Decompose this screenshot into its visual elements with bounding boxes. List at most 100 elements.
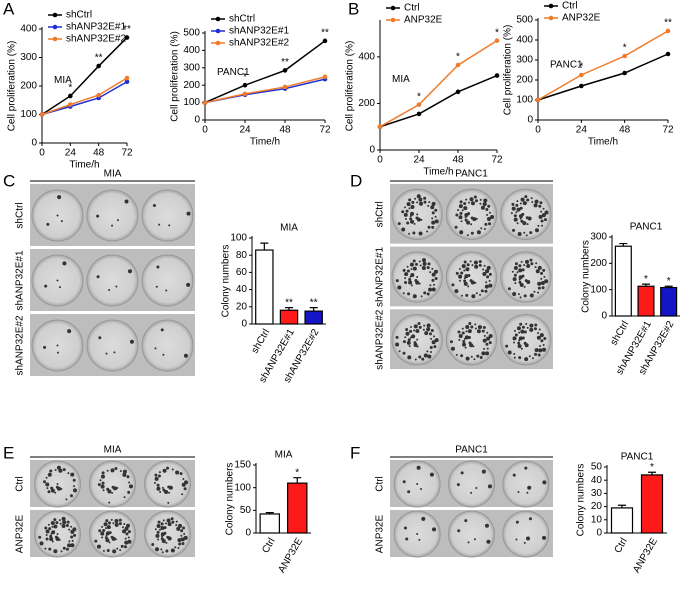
colony — [165, 289, 168, 292]
colony — [430, 205, 435, 210]
colony — [414, 197, 417, 200]
x-tick-label: Ctrl — [613, 536, 630, 555]
colony — [431, 220, 436, 225]
colony — [418, 538, 421, 541]
colony — [429, 284, 432, 287]
panel-letter: D — [350, 171, 362, 190]
colony — [416, 338, 419, 341]
colony — [106, 487, 110, 491]
colony — [482, 325, 486, 329]
colony — [511, 206, 516, 211]
colony — [69, 494, 73, 498]
colony — [521, 212, 525, 216]
colony — [121, 526, 124, 529]
colony — [516, 222, 519, 225]
y-tick-label: 300 — [183, 62, 200, 73]
colony — [159, 491, 162, 494]
point — [96, 92, 101, 98]
colony — [465, 330, 468, 333]
significance: ** — [285, 297, 293, 308]
colony — [128, 484, 133, 489]
colony — [408, 277, 412, 281]
colony — [116, 547, 119, 550]
colony — [520, 219, 524, 223]
colony — [426, 327, 431, 332]
colony — [534, 352, 538, 356]
colony — [171, 468, 174, 471]
colony — [155, 547, 160, 552]
colony — [122, 469, 127, 474]
dish — [89, 460, 136, 508]
colony — [454, 289, 459, 294]
colony — [55, 521, 59, 525]
colony — [73, 485, 76, 488]
colony — [431, 278, 435, 282]
colony — [429, 472, 434, 477]
colony — [542, 480, 547, 485]
colony — [460, 271, 464, 275]
colony — [178, 523, 183, 528]
colony — [401, 227, 406, 232]
colony — [525, 322, 528, 325]
colony — [157, 520, 161, 524]
colony — [474, 327, 477, 330]
colony — [58, 286, 61, 289]
colony — [430, 337, 433, 340]
colony — [182, 526, 186, 530]
legend-label: ANP32E — [404, 15, 443, 26]
colony — [466, 220, 471, 225]
x-axis-label: Time/h — [588, 137, 618, 148]
colony — [160, 537, 164, 541]
colony — [182, 477, 185, 480]
y-tick-label: 0 — [31, 138, 37, 149]
x-tick-label: 0 — [535, 125, 541, 136]
colony — [434, 215, 437, 218]
colony — [426, 292, 430, 296]
colony — [524, 195, 528, 199]
colony — [160, 328, 164, 332]
colony — [431, 225, 435, 229]
point — [622, 70, 627, 76]
colony — [529, 323, 534, 328]
colony — [410, 268, 413, 271]
colony — [110, 535, 114, 539]
colony — [534, 228, 539, 233]
colony — [404, 272, 409, 277]
colony — [404, 336, 407, 339]
point — [282, 68, 288, 73]
colony — [158, 471, 161, 474]
colony — [103, 522, 108, 527]
plate-row-label: ANP32E — [15, 514, 26, 553]
legend-label: shANP32E#2 — [66, 34, 126, 45]
colony — [183, 532, 186, 535]
colony — [515, 538, 518, 541]
y-tick-label: 400 — [20, 24, 37, 35]
colony — [427, 204, 430, 207]
x-tick-label: 0 — [39, 148, 45, 159]
y-axis-label: Colony numbers — [576, 464, 587, 537]
colony — [162, 353, 165, 356]
colony — [434, 208, 438, 212]
colony — [402, 292, 405, 295]
significance: * — [644, 274, 648, 285]
colony — [455, 271, 459, 275]
panel-letter: C — [3, 171, 15, 190]
colony — [423, 200, 427, 204]
colony — [431, 211, 435, 215]
colony — [510, 212, 513, 215]
colony — [539, 201, 543, 205]
colony — [529, 258, 533, 262]
colony — [482, 202, 487, 207]
colony — [518, 356, 522, 360]
colony — [43, 345, 47, 349]
error-bar — [285, 307, 293, 311]
colony — [485, 207, 489, 211]
colony — [523, 285, 526, 288]
colony — [408, 280, 413, 285]
colony — [468, 321, 472, 325]
series-line — [41, 77, 128, 116]
colony — [122, 472, 127, 477]
colony — [511, 202, 515, 206]
colony — [475, 487, 478, 490]
